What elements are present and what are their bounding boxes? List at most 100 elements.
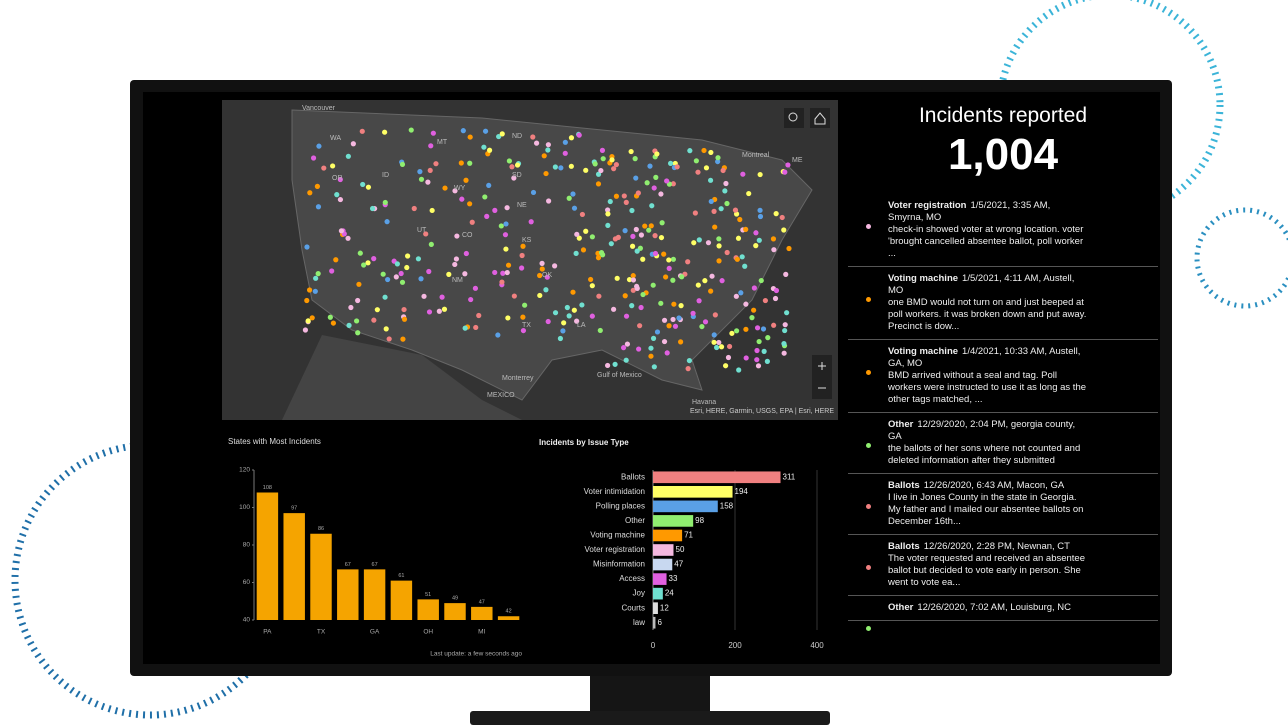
map-dot — [544, 274, 550, 280]
map-label: Monterrey — [502, 375, 534, 382]
map-dot — [382, 129, 388, 135]
map-dot — [609, 157, 615, 163]
map-dot — [530, 189, 537, 196]
map-dot — [614, 275, 620, 281]
map-dot — [384, 219, 390, 225]
map-dot — [765, 335, 771, 341]
map-dot — [486, 182, 492, 189]
map-dot — [309, 315, 315, 321]
map-dot — [499, 131, 505, 137]
incident-dot — [866, 443, 871, 448]
y-tick-label: Other — [625, 516, 645, 525]
map-dot — [589, 313, 595, 319]
incident-item[interactable]: Other 12/29/2020, 2:04 PM, georgia county… — [848, 413, 1158, 474]
map-dot — [664, 178, 670, 184]
map-dot — [786, 245, 792, 252]
map-dot — [661, 251, 667, 257]
map-dot — [734, 328, 740, 334]
map-dot — [726, 343, 733, 350]
map-dot — [760, 326, 767, 332]
y-tick-label: 80 — [243, 542, 251, 549]
map-dot — [360, 181, 366, 188]
incident-item[interactable]: Ballots 12/26/2020, 2:28 PM, Newnan, CT Th… — [848, 535, 1158, 596]
map-dot — [576, 132, 582, 138]
map-dot — [504, 205, 510, 211]
map-dot — [421, 293, 427, 299]
incident-text: one BMD would not turn on and just beepe… — [888, 297, 1087, 332]
map-dot — [452, 188, 458, 194]
bar — [653, 500, 718, 513]
map-dot — [757, 213, 764, 220]
y-tick-label: Voter registration — [585, 545, 645, 554]
map-dot — [667, 160, 674, 166]
map-dot — [666, 265, 672, 272]
footnote: Last update: a few seconds ago — [430, 651, 522, 658]
map-dot — [408, 127, 414, 133]
map-dot — [654, 151, 660, 157]
map-dot — [356, 281, 362, 287]
map-dot — [653, 174, 659, 180]
map-dot — [595, 181, 602, 187]
map-label: SD — [512, 172, 522, 179]
map-dot — [595, 255, 602, 261]
y-tick-label: Misinformation — [593, 560, 645, 569]
map-dot — [622, 228, 628, 234]
map-dot — [476, 312, 482, 319]
x-tick-label: MI — [478, 629, 485, 636]
map-dot — [715, 158, 721, 165]
map-dot — [453, 256, 460, 262]
map-dot — [436, 308, 442, 314]
map-dot — [695, 169, 701, 175]
map-dot — [782, 322, 788, 328]
map-dot — [481, 144, 487, 150]
map-dot — [597, 327, 603, 334]
map-dot — [425, 179, 431, 185]
map-dot — [782, 327, 788, 334]
map-dot — [385, 276, 391, 283]
map-dot — [718, 206, 724, 212]
map-dot — [664, 350, 670, 356]
map-dot — [426, 309, 433, 315]
map-dot — [781, 341, 787, 347]
search-button[interactable] — [784, 108, 804, 128]
map-dot — [467, 160, 473, 166]
incident-item[interactable]: Other 12/26/2020, 7:02 AM, Louisburg, NC — [848, 596, 1158, 631]
incident-meta: 1/5/2021, 4:11 AM, Austell, MO — [888, 273, 1075, 296]
map[interactable]: Vancouver WA MT ND OR ID WY SD NE UT CO KS OK NM TX LA M… — [222, 100, 838, 420]
map-dot — [427, 167, 433, 174]
map-dot — [720, 167, 726, 174]
map-dot — [743, 226, 749, 232]
map-dot — [734, 256, 740, 262]
incident-title: Other — [888, 419, 914, 430]
map-dot — [348, 304, 354, 311]
incident-item[interactable]: Voting machine 1/4/2021, 10:33 AM, Austel… — [848, 340, 1158, 413]
map-dot — [583, 228, 589, 234]
map-dot — [482, 194, 488, 200]
map-dot — [666, 257, 672, 263]
incident-item[interactable]: Voting machine 1/5/2021, 4:11 AM, Austell… — [848, 267, 1158, 340]
map-dot — [749, 315, 755, 321]
incident-item[interactable]: Voter registration 1/5/2021, 3:35 AM, Smy… — [848, 194, 1158, 267]
zoom-control[interactable] — [812, 355, 832, 399]
map-label: KS — [522, 237, 532, 244]
incident-meta: 12/26/2020, 6:43 AM, Macon, GA — [923, 480, 1065, 491]
map-dot — [371, 317, 377, 323]
incident-dot — [866, 224, 871, 229]
value-label: 61 — [398, 573, 404, 579]
value-label: 98 — [695, 516, 704, 525]
map-dot — [672, 323, 679, 329]
map-dot — [417, 169, 423, 175]
incident-item[interactable]: Ballots 12/26/2020, 6:43 AM, Macon, GA I l… — [848, 474, 1158, 535]
map-dot — [666, 323, 672, 329]
map-dot — [630, 233, 636, 239]
bar — [653, 616, 656, 629]
map-dot — [374, 307, 380, 313]
map-label: ME — [792, 157, 803, 164]
map-dot — [716, 339, 722, 346]
y-tick-label: 120 — [239, 467, 250, 474]
map-dot — [638, 304, 644, 311]
value-label: 47 — [674, 560, 683, 569]
map-dot — [505, 262, 512, 268]
map-dot — [499, 279, 505, 285]
home-button[interactable] — [810, 108, 830, 128]
